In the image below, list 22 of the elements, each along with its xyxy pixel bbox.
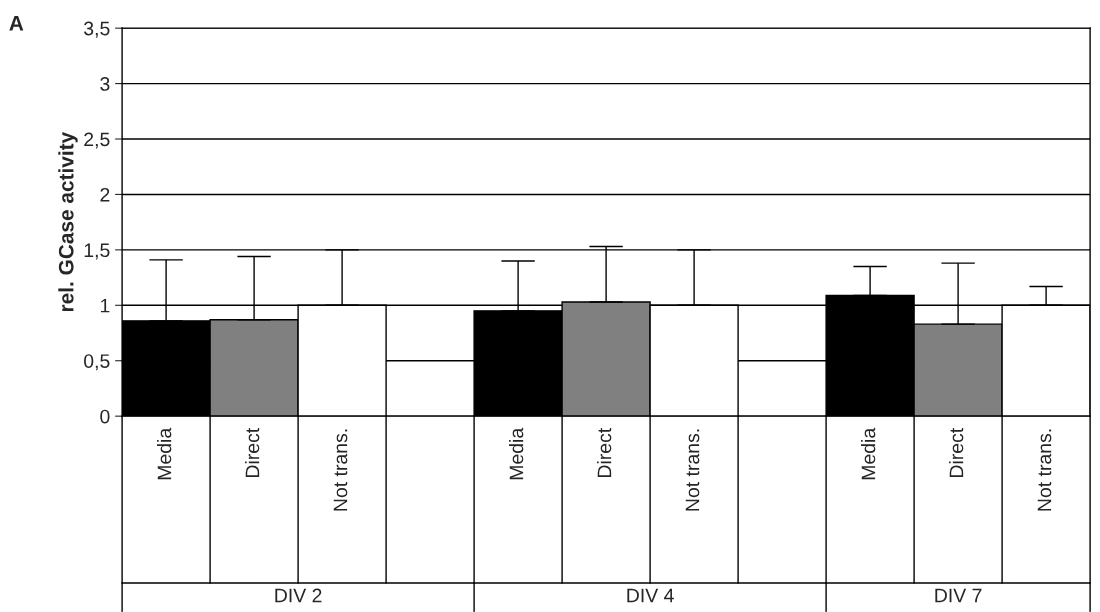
x-tick-label: Direct bbox=[949, 427, 964, 477]
y-tick-label: 3 bbox=[100, 77, 110, 91]
y-axis-title: rel. GCase activity bbox=[58, 131, 78, 312]
x-tick-label: Media bbox=[509, 427, 524, 480]
text: DIV 7 bbox=[935, 588, 982, 603]
y-tick-label: 1,5 bbox=[84, 243, 110, 260]
x-tick-label: Not trans. bbox=[333, 429, 348, 511]
text: DIV 2 bbox=[275, 588, 322, 603]
y-tick-label: 1 bbox=[100, 298, 110, 313]
text: A bbox=[9, 16, 24, 31]
y-tick-label: 2 bbox=[100, 187, 110, 202]
x-tick-label: Not trans. bbox=[685, 429, 700, 511]
y-tick-label: 0,5 bbox=[84, 354, 110, 371]
y-tick-label: 3,5 bbox=[84, 21, 110, 38]
x-tick-label: Direct bbox=[597, 427, 612, 477]
y-tick-label: 2,5 bbox=[84, 132, 110, 149]
x-tick-label: Not trans. bbox=[1037, 429, 1052, 511]
x-tick-label: Media bbox=[157, 427, 172, 480]
y-tick-label: 0 bbox=[100, 409, 110, 424]
text: DIV 4 bbox=[627, 588, 674, 603]
x-tick-label: Media bbox=[861, 427, 876, 480]
x-tick-label: Direct bbox=[245, 427, 260, 477]
